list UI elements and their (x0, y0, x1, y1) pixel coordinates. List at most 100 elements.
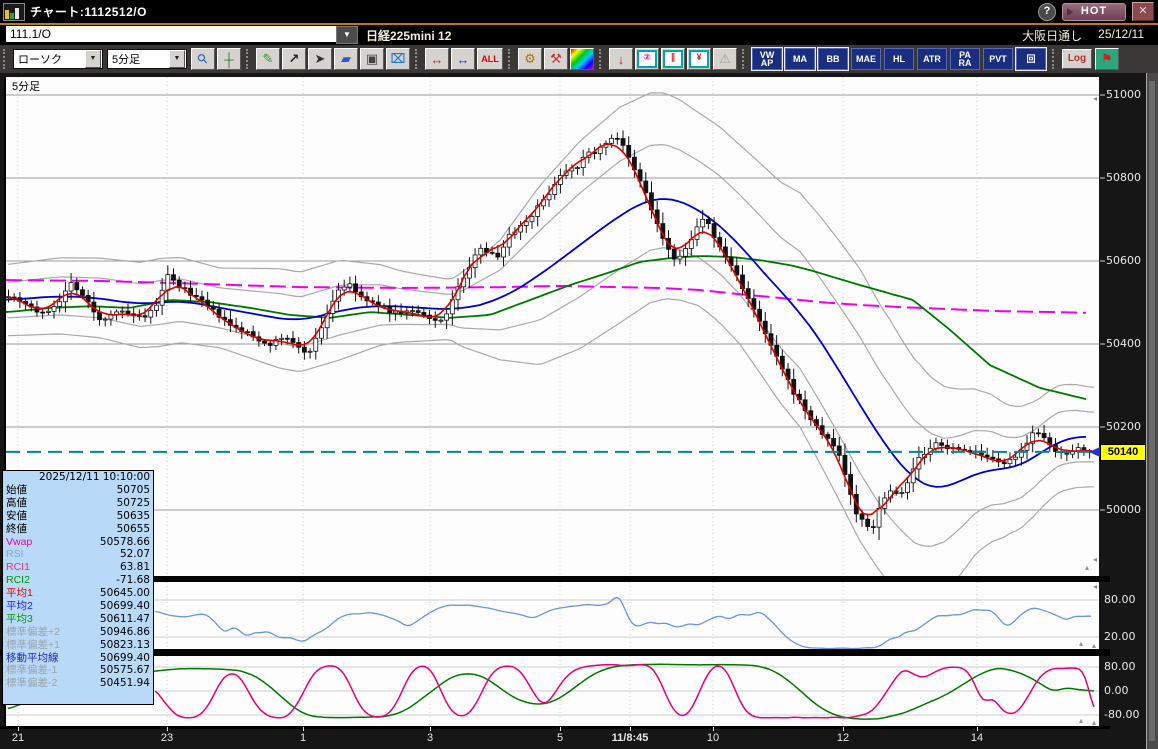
data-panel-row: 標準偏差-1 50575.67 (3, 664, 153, 677)
toolbar-grip[interactable] (246, 49, 253, 69)
time-axis-tick (303, 727, 304, 731)
rci-axis-label: 0.00 (1104, 684, 1129, 697)
delete-trash-icon[interactable]: ⌧ (386, 48, 410, 70)
time-axis-tick (713, 727, 714, 731)
toolbar: ローソク ▼ 5分足 ▼ ⚲ ┼ ✎ ↗ ➤ ▰ ▣ ⌧ ↔ ↔ ALL ⚙ ⚒ ↓ ② ∥ ¥ ⚠ VW AP MA… (0, 45, 1158, 73)
log-scale-button[interactable]: Log (1062, 49, 1092, 69)
current-price-arrow-icon (1089, 446, 1100, 457)
data-panel-row: 標準偏差-2 50451.94 (3, 677, 153, 690)
time-axis-label: 5 (556, 732, 564, 744)
data-panel-label: 平均2 (6, 600, 33, 613)
panel-scroll-triangle-icon[interactable]: ◂ (1093, 555, 1098, 564)
toolbar-grip[interactable] (1052, 49, 1059, 69)
data-panel-label: 終値 (6, 522, 27, 535)
chevron-down-icon[interactable]: ▼ (336, 26, 358, 44)
tools-wrench-icon[interactable]: ⚒ (544, 48, 568, 70)
chevron-down-icon[interactable]: ▼ (169, 50, 185, 68)
price-axis-label: 50800 (1106, 171, 1141, 184)
toolbar-grip[interactable] (415, 49, 422, 69)
toolbar-grip[interactable] (3, 49, 10, 69)
symbol-combo[interactable]: 111.1/O ▼ (6, 26, 358, 44)
price-chart[interactable] (0, 73, 1158, 749)
expand-bars-icon[interactable]: ↔ (425, 48, 449, 70)
panel-scroll-triangle-icon[interactable]: ▴ (1079, 716, 1084, 725)
session-label: 大阪日通し (1022, 28, 1083, 43)
data-panel-value: 50645.00 (99, 587, 150, 600)
alert-icon[interactable]: ⚠ (713, 48, 737, 70)
yen-price-icon[interactable]: ¥ (687, 48, 711, 70)
data-panel-row: 終値 50655 (3, 523, 153, 536)
help-button[interactable]: ? (1038, 2, 1056, 21)
data-panel-label: Vwap (6, 535, 33, 548)
data-panel-value: 50578.66 (99, 535, 150, 548)
window-title: チャート:1112512/O (30, 5, 147, 19)
time-axis-tick (843, 727, 844, 731)
pencil-draw-icon[interactable]: ✎ (256, 48, 280, 70)
data-panel-row: 移動平均線 50699.40 (3, 652, 153, 665)
data-panel-label: RCI2 (6, 574, 30, 587)
settings-gear-icon[interactable]: ⚙ (518, 48, 542, 70)
chart-scrollbar[interactable] (1146, 73, 1158, 749)
data-panel-row: 平均1 50645.00 (3, 587, 153, 600)
close-button[interactable]: ✕ (1132, 2, 1154, 21)
indicator-atr-button[interactable]: ATR (917, 48, 947, 70)
instrument-label: 日経225mini 12 (366, 28, 452, 43)
indicator-pvt-button[interactable]: PVT (983, 48, 1013, 70)
toolbar-grip[interactable] (508, 49, 515, 69)
indicator-hl-button[interactable]: HL (884, 48, 914, 70)
chart-export-icon[interactable]: ↓ (609, 48, 633, 70)
data-panel-value: 52.07 (119, 548, 150, 561)
indicator-mae-button[interactable]: MAE (851, 48, 881, 70)
data-panel-label: 標準偏差+2 (6, 625, 60, 638)
indicator-ma-button[interactable]: MA (784, 47, 816, 71)
time-axis-tick (167, 727, 168, 731)
data-panel-row: 高値 50725 (3, 497, 153, 510)
crosshair-grid-icon[interactable]: ┼ (217, 48, 241, 70)
data-panel-row: 平均2 50699.40 (3, 600, 153, 613)
board-flag-icon[interactable]: ⚑ (1095, 48, 1119, 70)
title-bar: チャート:1112512/O ? HOT ✕ (0, 0, 1158, 25)
timeframe-combo[interactable]: 5分足 ▼ (107, 49, 187, 69)
shrink-bars-icon[interactable]: ↔ (451, 48, 475, 70)
pointer-select-icon[interactable]: ➤ (308, 48, 332, 70)
time-axis-label: 11/8:45 (611, 732, 649, 744)
indicator-bb-button[interactable]: BB (817, 47, 849, 71)
eraser-icon[interactable]: ▰ (334, 48, 358, 70)
data-panel-row: RSI 52.07 (3, 548, 153, 561)
toolbar-grip[interactable] (742, 49, 749, 69)
trendline-icon[interactable]: ↗ (282, 48, 306, 70)
panel-scroll-triangle-icon[interactable]: ▴ (1079, 639, 1084, 648)
show-all-button[interactable]: ALL (477, 48, 503, 70)
panel-scroll-triangle-icon[interactable]: ▴ (1085, 563, 1090, 572)
data-panel-value: 50946.86 (99, 625, 150, 638)
data-panel-value: 50705 (116, 484, 150, 496)
frame-box-button[interactable]: 回 (1015, 47, 1047, 71)
data-panel-value: 50575.67 (99, 664, 150, 677)
candle-mode-icon[interactable]: ∥ (661, 48, 685, 70)
data-panel-row: Vwap 50578.66 (3, 536, 153, 549)
data-panel-row: 標準偏差+1 50823.13 (3, 639, 153, 652)
color-palette-icon[interactable] (570, 48, 594, 70)
symbol-input[interactable]: 111.1/O (6, 26, 336, 42)
panel-scroll-triangle-icon[interactable]: ▴ (1092, 718, 1097, 727)
hot-button[interactable]: HOT (1062, 2, 1126, 21)
panel-scroll-triangle-icon[interactable]: ▴ (1092, 641, 1097, 650)
date-label: 25/12/11 (1098, 26, 1144, 41)
time-axis-label: 14 (970, 732, 984, 744)
panel-scroll-triangle-icon[interactable]: ◂ (1093, 94, 1098, 103)
indicator-para-button[interactable]: PA RA (950, 48, 980, 70)
zoom-icon[interactable]: ⚲ (191, 48, 215, 70)
indicator-vwap-button[interactable]: VW AP (751, 47, 783, 71)
timeframe-chart-label: 5分足 (12, 81, 41, 93)
toolbar-grip[interactable] (599, 49, 606, 69)
panel-scroll-triangle-icon[interactable]: ◂ (1093, 582, 1098, 591)
step-two-icon[interactable]: ② (635, 48, 659, 70)
data-panel-value: 50635 (116, 509, 150, 522)
data-panel-value: 50655 (116, 522, 150, 535)
data-panel-row: RCI2 -71.68 (3, 574, 153, 587)
chevron-down-icon[interactable]: ▼ (85, 50, 101, 68)
time-axis-tick (977, 727, 978, 731)
copy-chart-icon[interactable]: ▣ (360, 48, 384, 70)
chart-type-combo[interactable]: ローソク ▼ (13, 49, 103, 69)
